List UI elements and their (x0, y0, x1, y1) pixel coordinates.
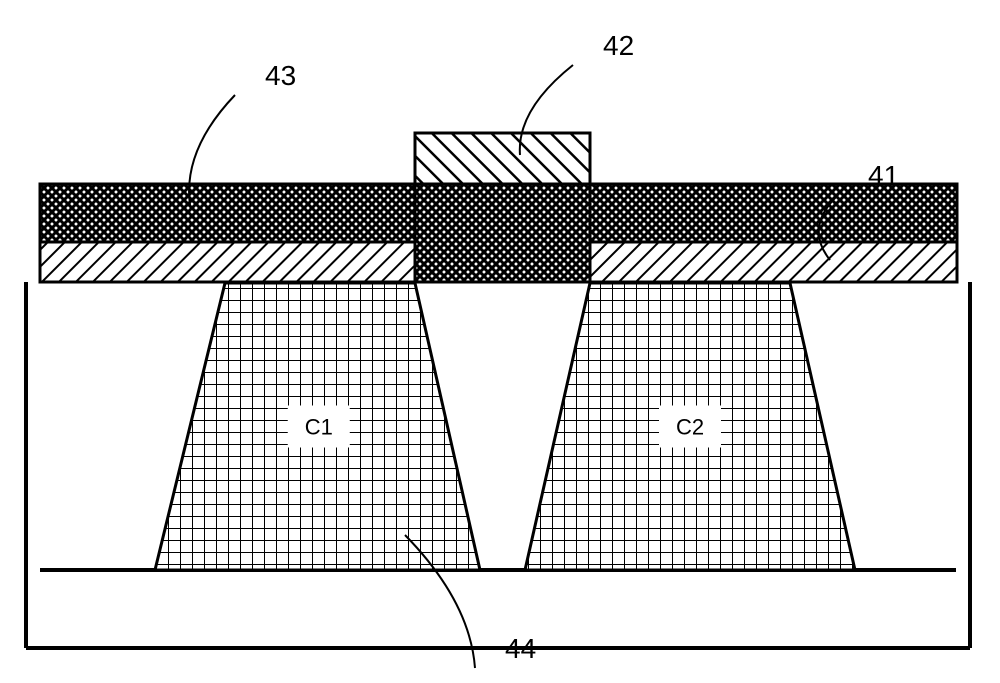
callout-text-44: 44 (505, 633, 536, 664)
trapezoid-c2-label: C2 (676, 415, 704, 440)
callout-text-41: 41 (868, 160, 899, 191)
trapezoid-c1-label: C1 (305, 415, 333, 440)
central-pillar (415, 184, 590, 282)
top-block-42 (415, 133, 590, 184)
layer-41-left (40, 242, 415, 282)
callout-text-43: 43 (265, 60, 296, 91)
layer-41-right (590, 242, 957, 282)
callout-text-42: 42 (603, 30, 634, 61)
